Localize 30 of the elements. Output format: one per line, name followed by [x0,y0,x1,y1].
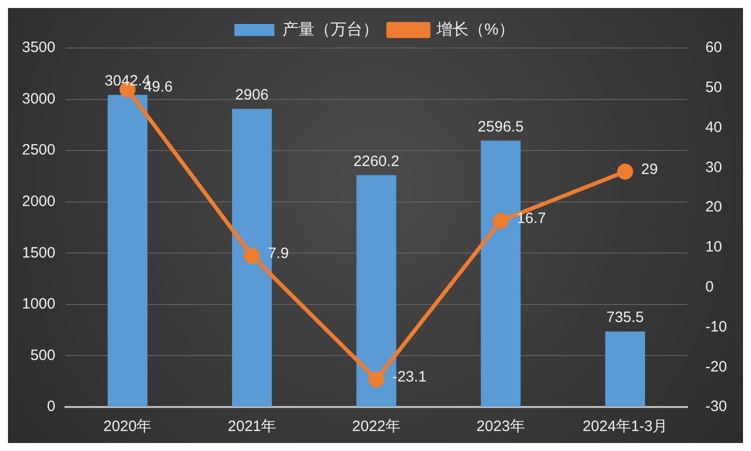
y2-tick-label: -30 [705,398,728,416]
x-tick-label: 2023年 [476,418,525,436]
data-label: 2906 [235,86,269,104]
data-label: 29 [641,160,658,178]
y2-tick-label: -20 [705,358,728,376]
y-tick-label: 3000 [22,90,56,108]
y2-tick-label: 0 [705,278,714,296]
y-tick-label: 2500 [22,142,56,159]
x-tick-label: 2021年 [228,418,276,436]
y2-tick-label: 40 [705,118,722,136]
y2-tick-label: -10 [705,318,728,336]
y2-tick-label: 30 [705,158,722,176]
x-tick-label: 2022年 [352,418,401,436]
data-label: 735.5 [606,309,644,326]
y-tick-label: 500 [30,346,56,364]
y2-tick-label: 60 [705,39,722,56]
x-tick-label: 2020年 [103,418,152,436]
legend-label: 增长（%） [435,20,515,38]
y2-tick-label: 50 [705,79,722,96]
y-tick-label: 2000 [22,193,56,210]
y-tick-label: 3500 [22,39,56,56]
data-label: 2260.2 [353,152,400,170]
y-tick-label: 1000 [22,296,56,313]
x-tick-label: 2024年1-3月 [582,418,668,436]
data-label: 2596.5 [478,118,524,136]
y-tick-label: 1500 [22,244,56,262]
y2-tick-label: 10 [705,238,722,256]
y-tick-label: 0 [47,398,56,416]
y2-tick-label: 20 [705,198,722,216]
legend-label: 产量（万台） [282,20,378,38]
